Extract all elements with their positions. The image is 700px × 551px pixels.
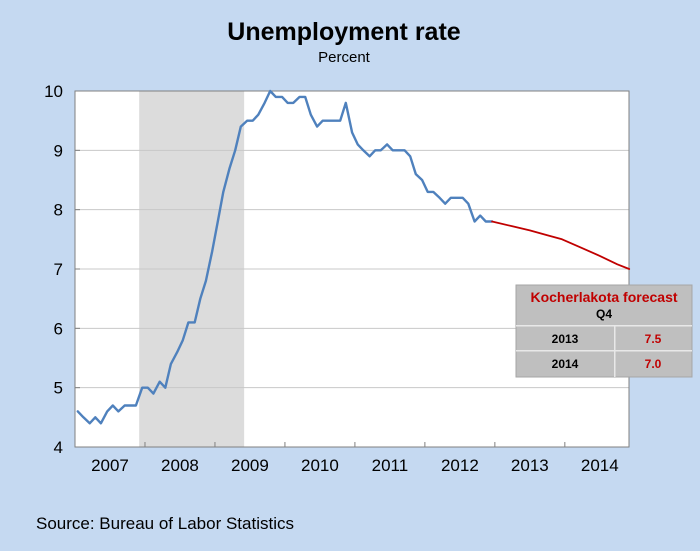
x-tick-label: 2011 (372, 456, 409, 475)
y-tick-label: 9 (54, 141, 63, 160)
source-note: Source: Bureau of Labor Statistics (36, 514, 294, 533)
x-tick-label: 2008 (161, 456, 199, 475)
y-tick-label: 7 (54, 260, 63, 279)
y-tick-label: 10 (44, 82, 63, 101)
x-tick-label: 2007 (91, 456, 129, 475)
x-tick-label: 2010 (301, 456, 339, 475)
forecast-table-value: 7.0 (645, 357, 662, 371)
forecast-table-value: 7.5 (645, 332, 662, 346)
x-tick-label: 2012 (441, 456, 479, 475)
x-tick-label: 2013 (511, 456, 549, 475)
forecast-table-year: 2013 (552, 332, 579, 346)
chart-title: Unemployment rate (227, 18, 460, 46)
x-tick-label: 2014 (581, 456, 619, 475)
axis-labels: 4 5 6 7 8 9 10 2007 2008 2009 2010 2011 2012 2013 2014 (44, 82, 619, 475)
plot-area (74, 89, 631, 448)
chart-subtitle: Percent (318, 49, 371, 66)
forecast-table-year: 2014 (552, 357, 579, 371)
forecast-table-background (515, 284, 693, 378)
forecast-table-divider (516, 325, 692, 327)
y-tick-label: 8 (54, 201, 63, 220)
forecast-table-divider (614, 326, 616, 377)
forecast-table-subtitle: Q4 (596, 307, 612, 321)
y-tick-label: 5 (54, 379, 63, 398)
actual-series-line (76, 89, 494, 425)
forecast-table-title: Kocherlakota forecast (530, 289, 677, 305)
x-tick-label: 2009 (231, 456, 269, 475)
y-tick-label: 4 (54, 438, 63, 457)
y-tick-label: 6 (54, 319, 63, 338)
forecast-table: Kocherlakota forecast Q4 2013 7.5 2014 7… (515, 284, 693, 378)
forecast-table-divider (516, 350, 692, 352)
forecast-series-line (491, 220, 631, 270)
